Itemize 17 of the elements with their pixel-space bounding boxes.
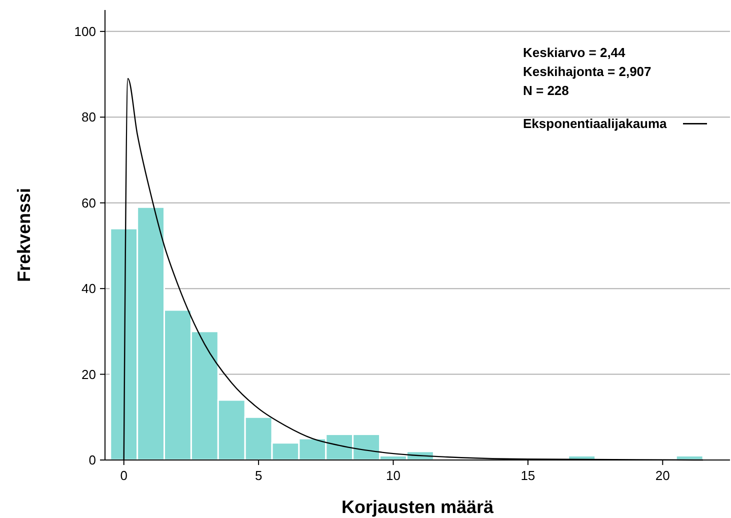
y-tick-label: 60 — [82, 195, 96, 210]
y-tick-label: 20 — [82, 366, 96, 382]
annotation: Keskiarvo = 2,44 — [523, 45, 626, 60]
x-tick-label: 5 — [254, 468, 262, 483]
x-tick-label: 10 — [386, 468, 400, 483]
annotation: N = 228 — [523, 83, 569, 98]
y-tick-label: 40 — [82, 281, 96, 296]
legend-label: Eksponentiaalijakauma — [523, 116, 668, 131]
y-tick-label: 0 — [88, 452, 96, 468]
x-tick-label: 20 — [655, 468, 670, 483]
x-axis-title: Korjausten määrä — [341, 497, 495, 517]
x-tick-label: 15 — [520, 468, 536, 483]
x-tick-label: 0 — [120, 468, 128, 483]
y-tick-label: 100 — [74, 24, 96, 39]
annotation: Keskihajonta = 2,907 — [523, 64, 652, 79]
y-axis-title: Frekvenssi — [14, 188, 34, 282]
y-tick-label: 80 — [82, 110, 96, 125]
